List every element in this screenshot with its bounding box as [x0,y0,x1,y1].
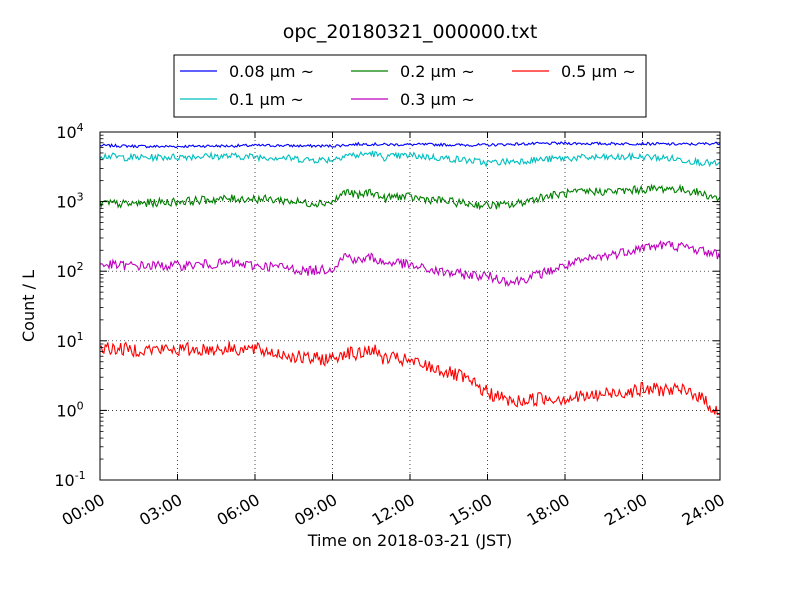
series-line [99,341,721,416]
legend-label: 0.1 µm ~ [229,90,304,109]
y-tick-label: 102 [56,260,83,281]
series-layer [99,141,721,416]
legend-label: 0.2 µm ~ [400,62,475,81]
ticks-layer [99,131,721,481]
chart-title: opc_20180321_000000.txt [283,21,538,43]
y-tick-label: 101 [56,330,83,351]
series-line [99,240,721,288]
series-line [99,183,721,211]
legend-label: 0.5 µm ~ [561,62,636,81]
y-tick-labels: 10-1 100 101 102 103 104 [54,121,85,490]
legend-label: 0.3 µm ~ [400,90,475,109]
y-tick-label: 104 [56,121,83,142]
y-tick-label: 100 [56,399,83,420]
series-line [99,150,721,168]
y-tick-label: 10-1 [54,469,85,490]
x-axis-label: Time on 2018-03-21 (JST) [307,531,512,550]
y-axis-label: Count / L [19,270,38,342]
y-tick-label: 103 [56,191,83,212]
series-line [99,141,721,149]
legend-box [173,54,647,118]
legend: 0.08 µm ~ 0.1 µm ~ 0.2 µm ~ 0.3 µm ~ 0.5 µm … [173,54,647,118]
legend-label: 0.08 µm ~ [229,62,314,81]
grid-layer [100,132,720,480]
